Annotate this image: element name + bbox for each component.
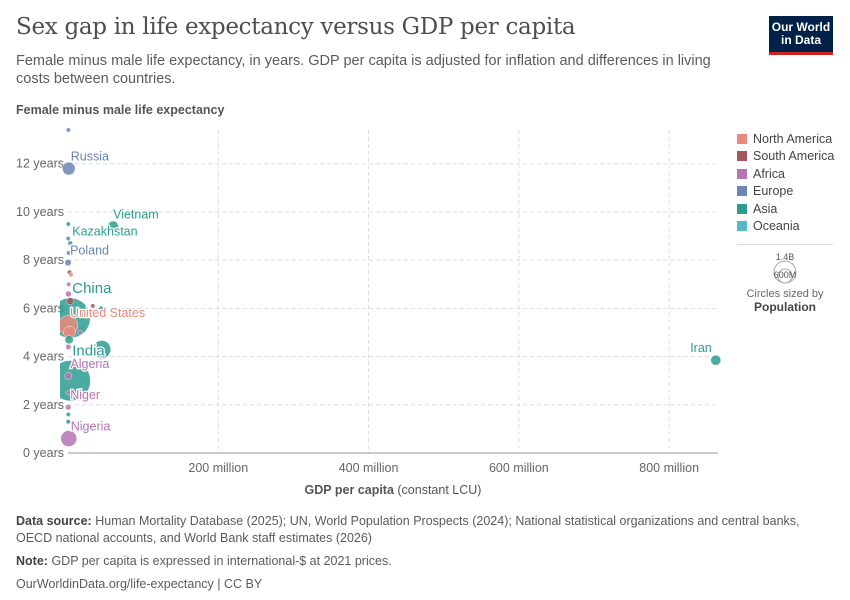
source-label: Data source: [16, 514, 92, 528]
data-point-russia [62, 161, 76, 176]
size-legend-value: 1.4B [776, 252, 795, 262]
data-point [65, 221, 71, 227]
point-label: Vietnam [113, 207, 159, 221]
legend-label: Oceania [753, 219, 800, 234]
x-tick-label: 200 million [188, 461, 248, 475]
data-point-nigeria [60, 430, 77, 447]
data-source: Human Mortality Database (2025); UN, Wor… [16, 514, 800, 545]
data-point [74, 228, 80, 234]
footer: Data source: Human Mortality Database (2… [16, 513, 826, 593]
data-point [65, 419, 71, 425]
x-tick-label: 800 million [639, 461, 699, 475]
y-tick-label: 2 years [23, 398, 64, 412]
legend-swatch [737, 221, 747, 232]
legend-item-north-america[interactable]: North America [737, 130, 834, 148]
point-label: Poland [70, 244, 109, 258]
data-point-iran [710, 354, 721, 366]
data-point [92, 340, 111, 359]
size-legend: 1.4B 600M Circles sized by Population [737, 244, 833, 314]
size-legend-circles: 1.4B 600M [773, 252, 797, 284]
y-axis-label: Female minus male life expectancy [16, 103, 225, 117]
point-label: Russia [71, 150, 109, 164]
legend-label: Africa [753, 166, 785, 181]
data-point [64, 335, 74, 345]
legend-label: North America [753, 131, 833, 146]
data-point-niger [65, 404, 72, 411]
data-point [66, 281, 72, 287]
legend-swatch [737, 186, 747, 197]
point-label: Algeria [70, 357, 109, 371]
x-tick-label: 400 million [339, 461, 399, 475]
data-point [65, 290, 72, 298]
point-label: United States [70, 306, 145, 320]
point-label: Iran [690, 341, 712, 355]
data-point-poland [64, 259, 72, 267]
data-point-algeria [64, 372, 73, 380]
note: GDP per capita is expressed in internati… [51, 554, 392, 568]
data-point [77, 330, 83, 335]
points-group [60, 127, 721, 447]
size-legend-value: 600M [774, 270, 797, 280]
x-axis-label: GDP per capita (constant LCU) [305, 483, 482, 497]
size-legend-caption: Circles sized by [746, 288, 824, 300]
legend-item-oceania[interactable]: Oceania [737, 218, 834, 236]
data-point [66, 390, 72, 396]
legend-item-europe[interactable]: Europe [737, 183, 834, 201]
chart-subtitle: Female minus male life expectancy, in ye… [16, 53, 711, 87]
data-point [65, 236, 71, 241]
data-point-vietnam [107, 220, 119, 232]
y-tick-label: 10 years [16, 205, 64, 219]
legend-swatch [737, 168, 747, 179]
y-tick-label: 12 years [16, 157, 64, 171]
legend-item-asia[interactable]: Asia [737, 200, 834, 218]
point-label: Nigeria [71, 420, 111, 434]
point-label: Niger [70, 388, 100, 402]
legend-swatch [737, 203, 747, 214]
legend-label: Europe [753, 184, 794, 199]
y-tick-label: 0 years [23, 446, 64, 460]
y-tick-label: 4 years [23, 350, 64, 364]
legend-swatch [737, 151, 747, 162]
data-point [98, 305, 104, 311]
owid-logo[interactable]: Our World in Data [769, 16, 833, 55]
data-point [90, 303, 96, 309]
credit-link[interactable]: OurWorldinData.org/life-expectancy | CC … [16, 577, 263, 591]
data-point [65, 344, 72, 350]
legend-label: Asia [753, 201, 778, 216]
point-label: China [72, 280, 112, 297]
y-tick-label: 6 years [23, 301, 64, 315]
data-point [66, 297, 75, 305]
legend-item-south-america[interactable]: South America [737, 148, 834, 166]
y-tick-label: 8 years [23, 253, 64, 267]
chart-title: Sex gap in life expectancy versus GDP pe… [16, 14, 576, 40]
size-legend-circle [777, 268, 793, 284]
data-point [80, 363, 86, 369]
data-point [68, 272, 74, 278]
legend-swatch [737, 133, 747, 144]
data-point [66, 250, 72, 256]
data-point-kazakhstan [67, 240, 73, 246]
x-tick-label: 600 million [489, 461, 549, 475]
legend-item-africa[interactable]: Africa [737, 165, 834, 183]
point-label: India [72, 343, 105, 360]
region-legend: North America South America Africa Europe As… [737, 130, 834, 235]
data-point [65, 127, 71, 133]
data-point [65, 412, 71, 417]
note-label: Note: [16, 554, 48, 568]
point-label: Kazakhstan [72, 224, 137, 238]
legend-label: South America [753, 149, 835, 164]
size-legend-variable: Population [754, 300, 816, 314]
